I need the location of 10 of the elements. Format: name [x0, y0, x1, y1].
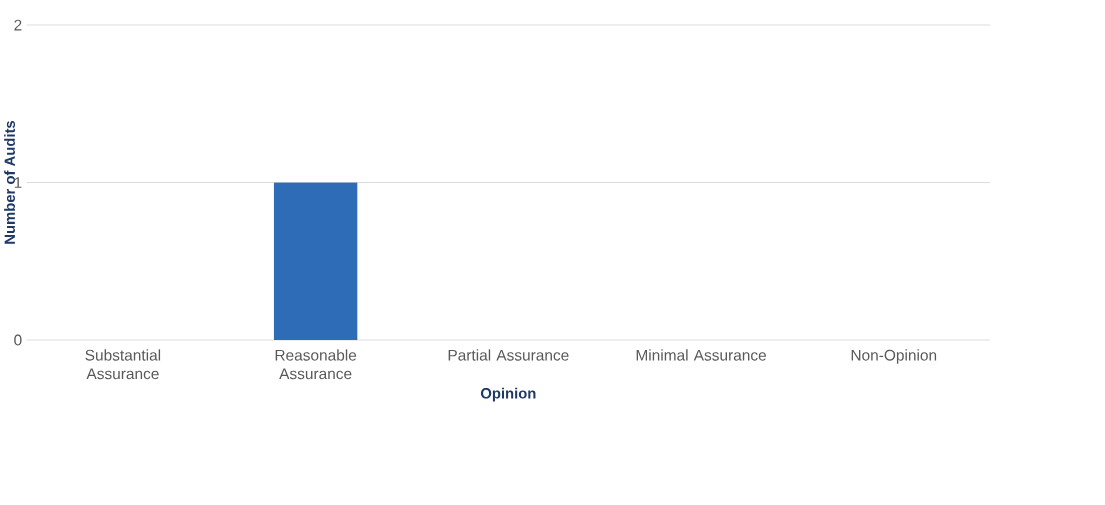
- y-tick-label: 0: [14, 334, 22, 346]
- x-tick-label: Non-Opinion: [851, 349, 937, 364]
- x-tick-label: Reasonable Assurance: [275, 349, 357, 380]
- x-axis-title: Opinion: [480, 387, 536, 402]
- x-tick-label: Partial Assurance: [448, 349, 569, 361]
- x-tick-label: Substantial Assurance: [85, 349, 161, 380]
- y-tick-label: 1: [14, 177, 22, 188]
- y-tick-label: 2: [14, 19, 22, 31]
- y-axis-title: Number of Audits: [4, 120, 15, 244]
- x-tick-label: Minimal Assurance: [636, 349, 766, 361]
